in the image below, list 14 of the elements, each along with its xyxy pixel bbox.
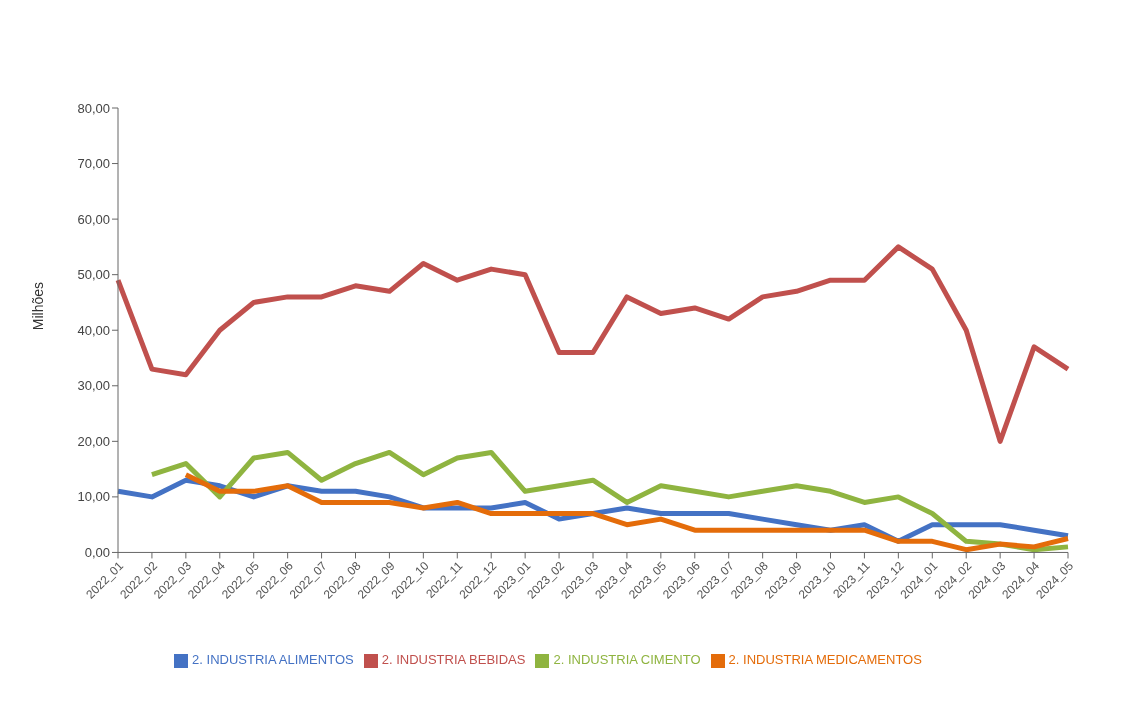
legend-label: 2. INDUSTRIA MEDICAMENTOS — [728, 652, 922, 668]
y-tick-label: 20,00 — [77, 433, 110, 449]
legend-label: 2. INDUSTRIA CIMENTO — [553, 652, 701, 668]
y-axis-title: Milhões — [29, 281, 46, 331]
y-tick-label: 80,00 — [77, 100, 110, 116]
y-tick-label: 0,00 — [84, 545, 110, 561]
y-tick-label: 30,00 — [77, 378, 110, 394]
y-tick-label: 40,00 — [77, 322, 110, 338]
y-tick-label: 50,00 — [77, 267, 110, 283]
y-tick-label: 60,00 — [77, 211, 110, 227]
y-tick-label: 10,00 — [77, 489, 110, 505]
legend-label: 2. INDUSTRIA BEBIDAS — [381, 652, 526, 668]
legend-label: 2. INDUSTRIA ALIMENTOS — [192, 652, 354, 668]
y-tick-label: 70,00 — [77, 156, 110, 172]
